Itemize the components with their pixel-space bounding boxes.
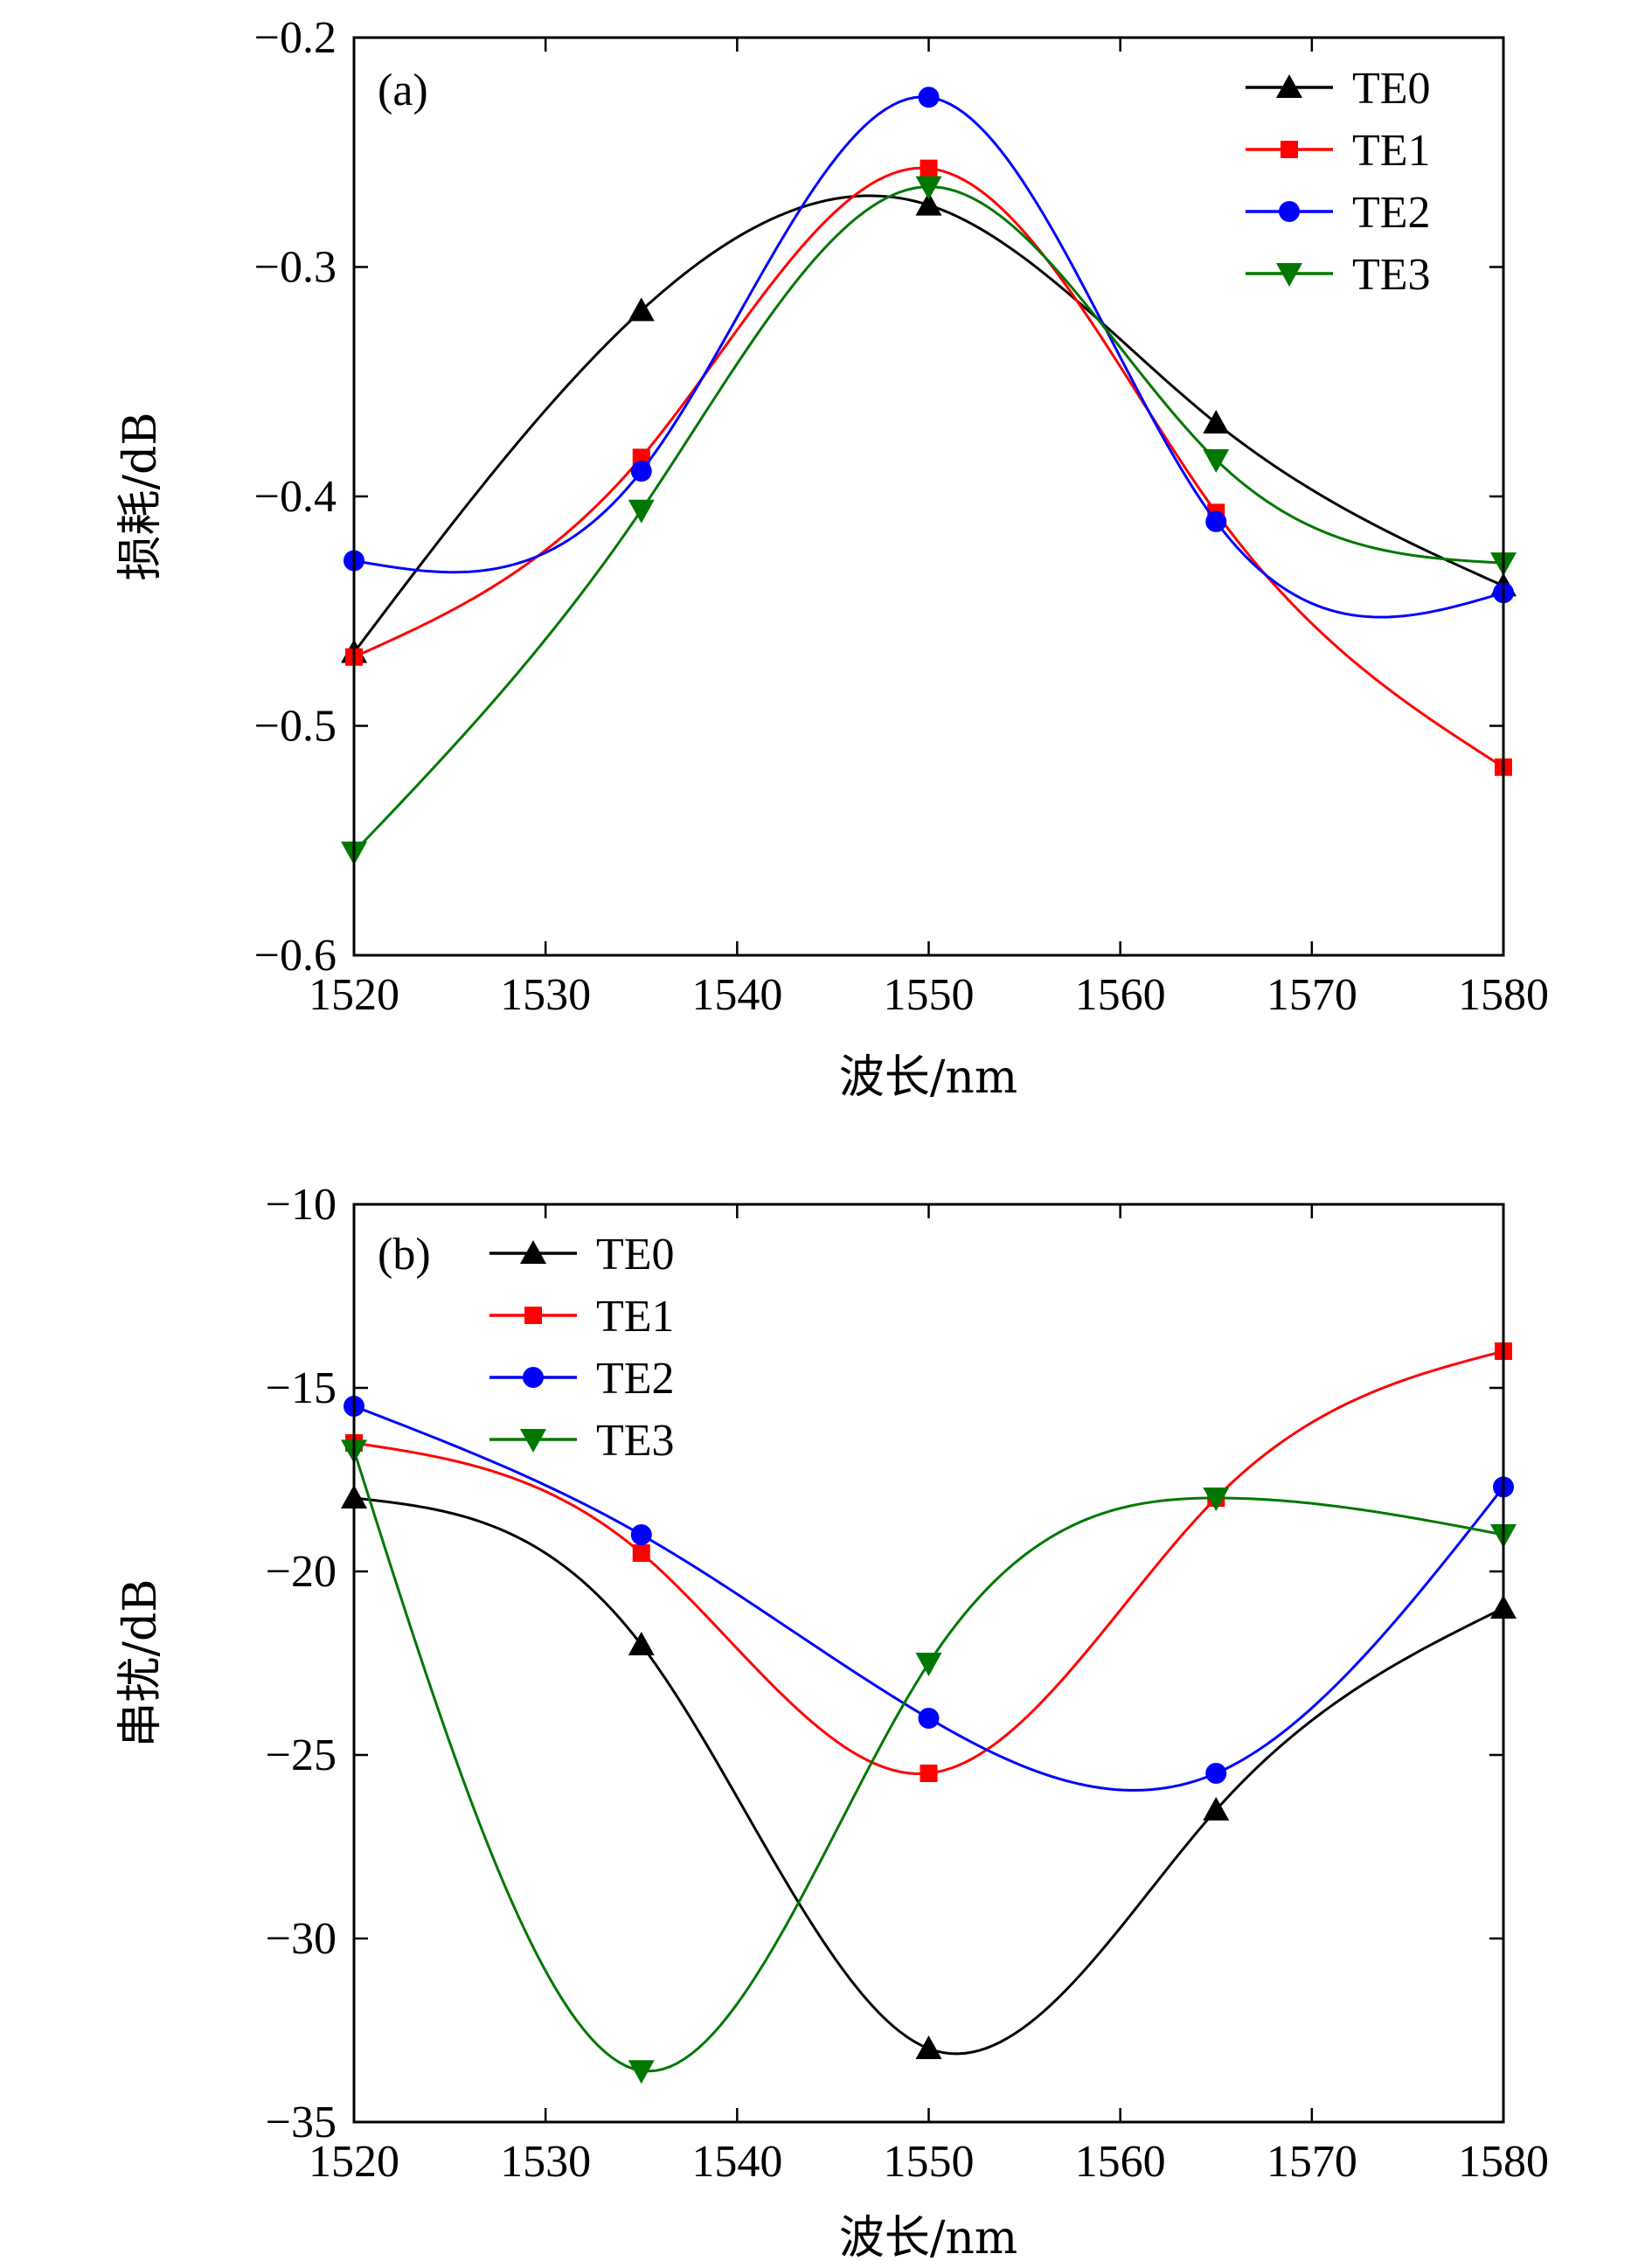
x-tick-label: 1520	[309, 970, 399, 1020]
legend-label: TE0	[1352, 64, 1431, 114]
y-axis-title-a: 损耗/dB	[115, 412, 167, 580]
legend-marker	[1276, 263, 1302, 287]
x-tick-label: 1520	[309, 2137, 399, 2187]
y-tick-label: −35	[266, 2098, 337, 2147]
x-tick-label: 1540	[691, 2137, 782, 2187]
legend-item-te2: TE2	[1246, 188, 1431, 238]
y-tick-label: −15	[266, 1363, 337, 1413]
y-tick-label: −0.6	[254, 931, 337, 981]
y-tick-label: −20	[266, 1547, 337, 1597]
legend-item-te1: TE1	[1246, 126, 1431, 176]
data-point-te3	[915, 1653, 942, 1676]
data-point-te0	[915, 191, 942, 216]
legend-label: TE3	[596, 1416, 675, 1466]
data-point-te3	[628, 2060, 655, 2084]
data-point-te2	[1205, 510, 1227, 532]
x-axis-title-b: 波长/nm	[839, 2212, 1017, 2261]
data-point-te0	[1203, 1797, 1230, 1821]
legend-item-te2: TE2	[489, 1354, 675, 1404]
legend-marker	[520, 1429, 546, 1453]
data-point-te1	[632, 1544, 650, 1562]
legend-marker	[1279, 201, 1300, 222]
x-tick-label: 1530	[500, 2137, 591, 2187]
data-point-te3	[1203, 449, 1230, 473]
legend-item-te0: TE0	[489, 1230, 675, 1280]
y-tick-label: −0.2	[254, 13, 337, 63]
legend-marker	[523, 1367, 544, 1388]
legend-item-te3: TE3	[1246, 250, 1431, 300]
x-tick-label: 1550	[884, 2137, 975, 2187]
x-tick-label: 1540	[691, 970, 782, 1020]
x-tick-label: 1560	[1075, 2137, 1166, 2187]
x-tick-label: 1580	[1458, 970, 1549, 1020]
x-tick-label: 1570	[1267, 970, 1357, 1020]
data-point-te0	[628, 297, 655, 322]
data-point-te2	[630, 1524, 652, 1545]
data-point-te2	[1205, 1763, 1227, 1784]
x-tick-label: 1560	[1075, 970, 1166, 1020]
x-tick-label: 1530	[500, 970, 591, 1020]
x-tick-label: 1580	[1458, 2137, 1549, 2187]
legend-item-te1: TE1	[489, 1292, 675, 1342]
legend-marker	[520, 1240, 546, 1264]
x-axis-title-a: 波长/nm	[839, 1051, 1017, 1104]
data-point-te3	[915, 176, 942, 200]
y-tick-label: −0.4	[254, 472, 337, 522]
y-tick-label: −10	[266, 1180, 337, 1230]
legend-item-te3: TE3	[489, 1416, 675, 1466]
series-te2	[344, 1396, 1514, 1792]
legend-label: TE2	[1352, 188, 1431, 238]
legend-label: TE3	[1352, 250, 1431, 300]
y-tick-label: −25	[266, 1730, 337, 1780]
data-point-te2	[918, 87, 940, 108]
plot-frame-a	[352, 36, 1505, 957]
data-point-te2	[918, 1708, 940, 1729]
data-point-te3	[1203, 1488, 1230, 1511]
plot-frame-b	[352, 1203, 1505, 2124]
y-axis-title-b: 串扰/dB	[115, 1578, 167, 1747]
legend-label: TE0	[596, 1230, 675, 1280]
legend-label: TE2	[596, 1354, 675, 1404]
data-point-te0	[915, 2036, 942, 2059]
data-point-te0	[628, 1632, 655, 1655]
panel-label-b: (b)	[378, 1230, 431, 1280]
y-tick-label: −30	[266, 1914, 337, 1964]
data-point-te1	[920, 1765, 938, 1782]
legend-item-te0: TE0	[1246, 64, 1431, 114]
legend-marker	[524, 1307, 542, 1324]
data-point-te3	[628, 499, 655, 524]
y-tick-label: −0.5	[254, 702, 337, 752]
legend-label: TE1	[596, 1292, 675, 1342]
legend-label: TE1	[1352, 126, 1431, 176]
y-tick-label: −0.3	[254, 243, 337, 293]
data-point-te0	[1203, 410, 1230, 433]
panel-a: 1520 1530 1540 1550 1560 1570 1580 −0.6 −0.5 −0.4…	[115, 13, 1549, 1104]
legend-marker	[1281, 141, 1298, 158]
data-point-te2	[630, 461, 652, 482]
panel-b: 1520 1530 1540 1550 1560 1570 1580 −35 −30 −25 −20…	[115, 1180, 1549, 2261]
panel-label-a: (a)	[378, 66, 428, 115]
x-tick-label: 1550	[884, 970, 975, 1020]
x-tick-label: 1570	[1267, 2137, 1357, 2187]
legend-marker	[1276, 74, 1302, 98]
data-point-te1	[920, 159, 938, 177]
